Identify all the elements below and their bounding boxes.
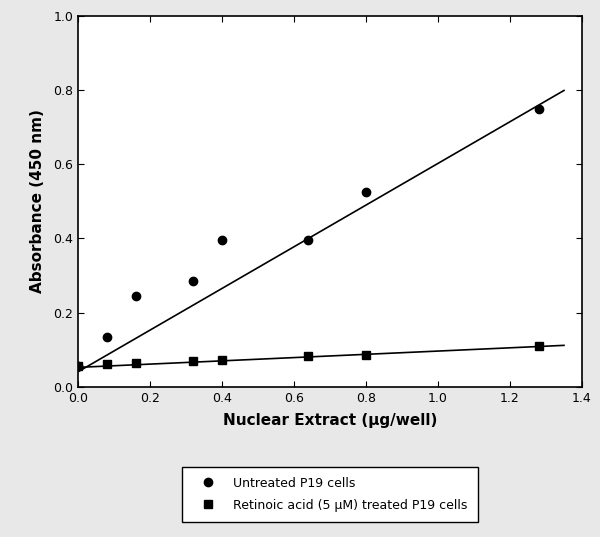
Untreated P19 cells [305, 237, 312, 243]
Untreated P19 cells [362, 189, 370, 195]
Untreated P19 cells [535, 105, 542, 112]
Untreated P19 cells [103, 333, 110, 340]
Retinoic acid (5 μM) treated P19 cells [74, 363, 82, 369]
Legend: Untreated P19 cells, Retinoic acid (5 μM) treated P19 cells: Untreated P19 cells, Retinoic acid (5 μM… [182, 467, 478, 522]
Untreated P19 cells [132, 293, 139, 299]
X-axis label: Nuclear Extract (μg/well): Nuclear Extract (μg/well) [223, 413, 437, 428]
Retinoic acid (5 μM) treated P19 cells [535, 343, 542, 349]
Untreated P19 cells [190, 278, 197, 284]
Untreated P19 cells [218, 237, 226, 243]
Retinoic acid (5 μM) treated P19 cells [132, 359, 139, 366]
Untreated P19 cells [74, 363, 82, 369]
Y-axis label: Absorbance (450 nm): Absorbance (450 nm) [30, 110, 45, 293]
Retinoic acid (5 μM) treated P19 cells [362, 352, 370, 358]
Retinoic acid (5 μM) treated P19 cells [190, 358, 197, 364]
Retinoic acid (5 μM) treated P19 cells [218, 357, 226, 363]
Line: Retinoic acid (5 μM) treated P19 cells: Retinoic acid (5 μM) treated P19 cells [74, 342, 543, 371]
Retinoic acid (5 μM) treated P19 cells [305, 353, 312, 359]
Retinoic acid (5 μM) treated P19 cells [103, 361, 110, 368]
Line: Untreated P19 cells: Untreated P19 cells [74, 105, 543, 371]
